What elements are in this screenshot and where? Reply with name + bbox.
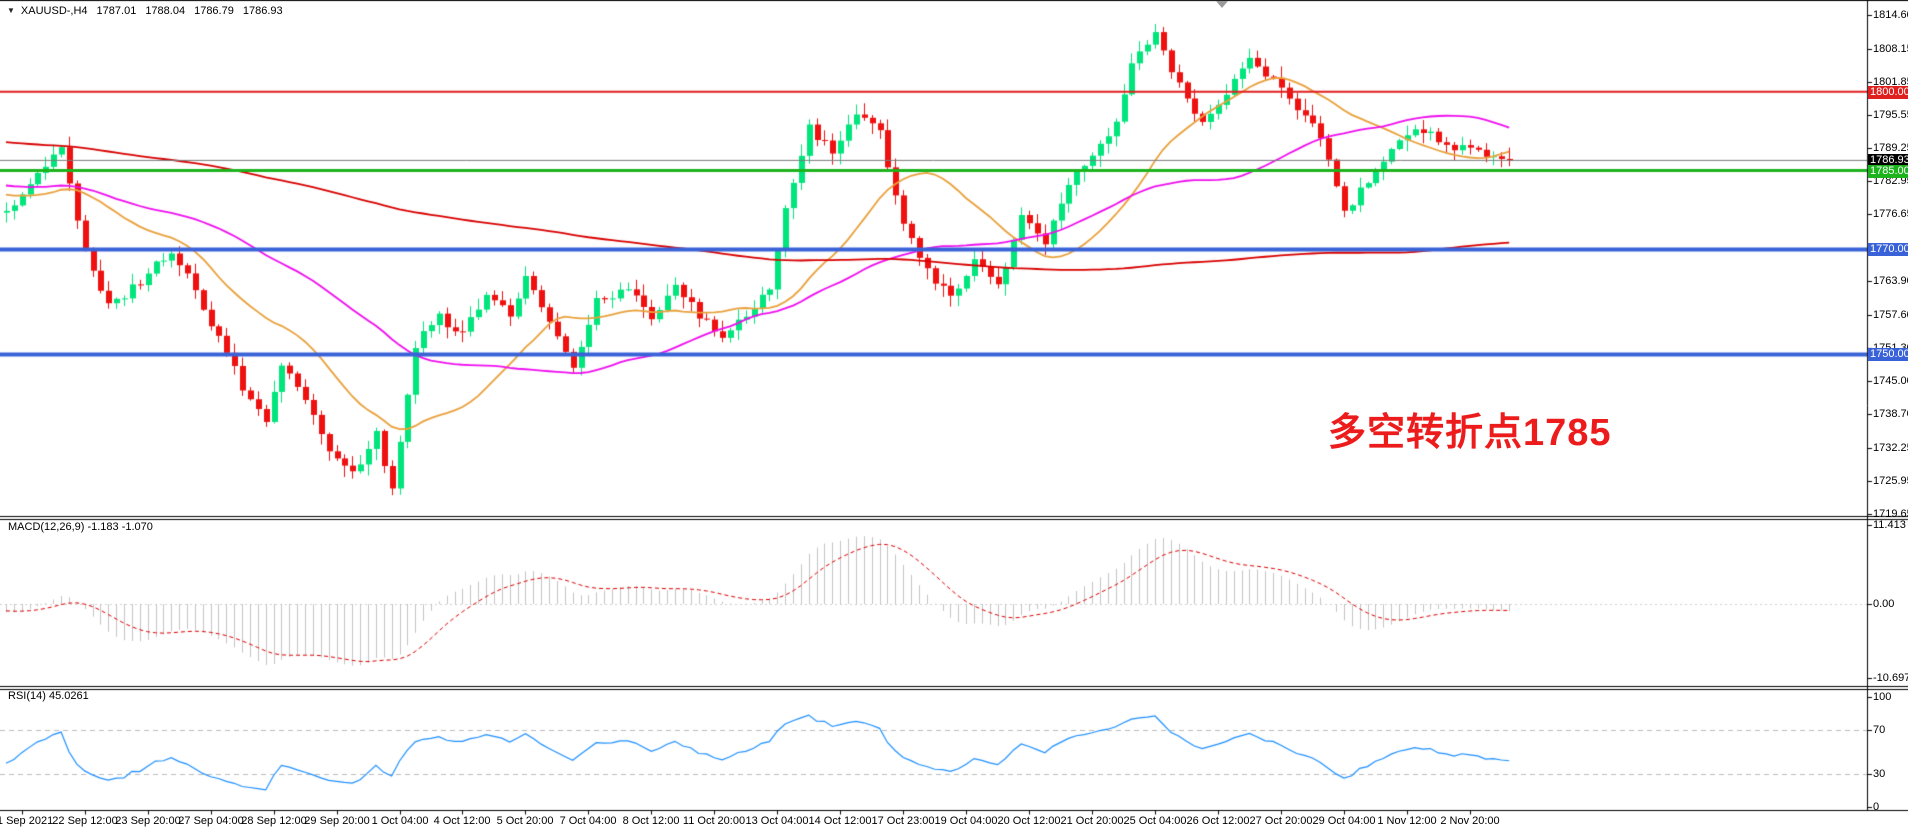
chart-text-annotation[interactable]: 多空转折点1785 <box>1328 412 1612 454</box>
rsi-indicator-label: RSI(14) 45.0261 <box>8 690 89 702</box>
collapse-triangle-icon[interactable]: ▼ <box>7 6 15 15</box>
time-axis-label: 2 Nov 20:00 <box>1440 815 1500 827</box>
time-axis-label: 27 Oct 20:00 <box>1249 815 1313 827</box>
price-level-badge[interactable]: 1800.00 <box>1868 86 1908 99</box>
macd-axis-tick: 11.413 <box>1873 518 1906 531</box>
time-axis-label: 7 Oct 04:00 <box>559 815 617 827</box>
ticker-open: 1787.01 <box>96 5 137 17</box>
price-axis-tick: 1782.95 <box>1873 175 1908 188</box>
ticker-high: 1788.04 <box>145 5 186 17</box>
price-level-badge[interactable]: 1750.00 <box>1868 348 1908 361</box>
price-axis-tick: 1801.85 <box>1873 76 1908 88</box>
time-axis-label: 19 Oct 04:00 <box>934 815 998 827</box>
price-axis-tick: 1745.00 <box>1873 374 1908 387</box>
time-axis-label: 4 Oct 12:00 <box>433 815 491 827</box>
ticker-close: 1786.93 <box>242 5 283 17</box>
price-level-badge[interactable]: 1770.00 <box>1868 243 1908 256</box>
macd-indicator-label: MACD(12,26,9) -1.183 -1.070 <box>8 521 153 533</box>
time-axis-label: 14 Oct 12:00 <box>808 815 872 827</box>
time-axis-label: 25 Oct 04:00 <box>1123 815 1187 827</box>
price-axis-tick: 1763.90 <box>1873 275 1908 288</box>
ticker-bar: ▼ XAUUSD-,H4 1787.01 1788.04 1786.79 1786.93 <box>7 4 283 18</box>
price-level-badge[interactable]: 1785.00 <box>1868 165 1908 178</box>
price-axis-tick: 1738.70 <box>1873 407 1908 420</box>
time-axis-label: 29 Sep 20:00 <box>304 815 370 827</box>
time-axis-label: 28 Sep 12:00 <box>241 815 307 827</box>
rsi-axis-tick: 70 <box>1873 724 1886 736</box>
macd-axis-tick: 0.00 <box>1873 598 1895 610</box>
price-axis-tick: 1789.25 <box>1873 142 1908 155</box>
ticker-low: 1786.79 <box>194 5 234 17</box>
time-axis-label: 21 Oct 20:00 <box>1060 815 1124 827</box>
rsi-axis-tick: 100 <box>1873 691 1892 703</box>
time-axis-label: 13 Oct 04:00 <box>745 815 809 827</box>
price-axis-tick: 1776.65 <box>1873 208 1908 221</box>
time-axis-label: 26 Oct 12:00 <box>1186 815 1250 827</box>
price-axis-tick: 1719.65 <box>1873 508 1908 520</box>
time-axis-label: 27 Sep 04:00 <box>178 815 244 827</box>
time-axis-label: 23 Sep 20:00 <box>115 815 181 827</box>
time-axis-label: 17 Oct 23:00 <box>871 815 935 827</box>
rsi-axis-tick: 30 <box>1873 768 1886 780</box>
price-level-badge[interactable]: 1786.93 <box>1868 154 1908 167</box>
time-axis-label: 5 Oct 20:00 <box>496 815 554 827</box>
time-axis-label: 21 Sep 2021 <box>0 815 54 827</box>
price-axis-tick: 1732.25 <box>1873 441 1908 454</box>
price-axis-tick: 1814.60 <box>1873 9 1908 21</box>
price-axis-tick: 1808.15 <box>1873 42 1908 55</box>
price-axis-tick: 1725.95 <box>1873 474 1908 487</box>
time-axis-label: 22 Sep 12:00 <box>52 815 118 827</box>
time-axis-label: 29 Oct 04:00 <box>1312 815 1376 827</box>
price-axis-tick: 1795.55 <box>1873 109 1908 122</box>
macd-axis-tick: -10.697 <box>1873 672 1908 685</box>
time-axis-label: 20 Oct 12:00 <box>997 815 1061 827</box>
time-axis-label: 11 Oct 20:00 <box>682 815 746 827</box>
time-axis-label: 1 Oct 04:00 <box>371 815 429 827</box>
chart-shift-marker-icon[interactable] <box>1216 1 1228 8</box>
rsi-axis-tick: 0 <box>1873 801 1880 813</box>
ticker-symbol: XAUUSD-,H4 <box>20 5 88 17</box>
price-axis-tick: 1757.60 <box>1873 308 1908 321</box>
time-axis-label: 1 Nov 12:00 <box>1377 815 1437 827</box>
time-axis-label: 8 Oct 12:00 <box>622 815 680 827</box>
